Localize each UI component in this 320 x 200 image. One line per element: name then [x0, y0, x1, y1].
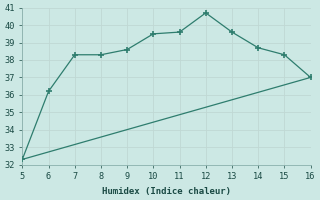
X-axis label: Humidex (Indice chaleur): Humidex (Indice chaleur) [102, 187, 231, 196]
